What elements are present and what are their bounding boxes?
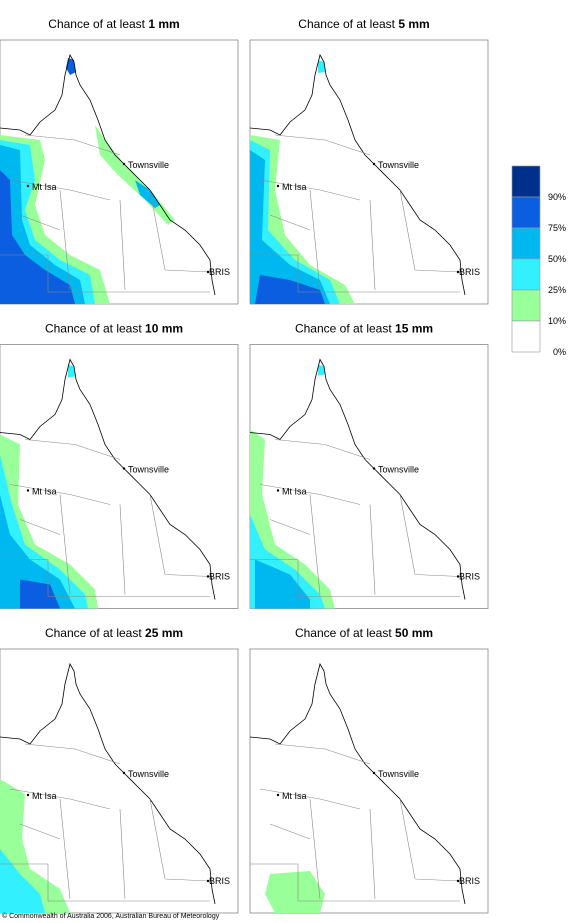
- map-panel: Chance of at least 5 mm Townsville Mt Isa B…: [249, 17, 489, 305]
- place-label: Mt Isa: [32, 487, 57, 497]
- place-label: Mt Isa: [32, 182, 57, 192]
- title-prefix: Chance of at least: [295, 322, 395, 336]
- place-label: Townsville: [378, 160, 419, 170]
- rain-area: [0, 849, 45, 913]
- rain-areas: [265, 871, 325, 913]
- place-label: Townsville: [128, 465, 169, 475]
- rain-area: [255, 559, 310, 609]
- place-dot: [456, 270, 460, 274]
- place-dot: [276, 489, 280, 492]
- panel-title: Chance of at least 5 mm: [298, 17, 429, 31]
- map-panel: Chance of at least 25 mm Townsville Mt Isa…: [0, 626, 239, 914]
- title-amount: 10 mm: [145, 322, 183, 336]
- place-dot: [206, 879, 210, 883]
- panel-title: Chance of at least 25 mm: [45, 626, 183, 640]
- legend-swatch: [511, 258, 541, 291]
- place-label: Mt Isa: [32, 791, 57, 801]
- legend-label: 50%: [548, 254, 566, 264]
- place-dot: [456, 879, 460, 883]
- place-dot: [206, 270, 210, 274]
- place-label: BRIS: [459, 267, 480, 277]
- legend-label: 90%: [548, 192, 566, 202]
- title-amount: 50 mm: [395, 626, 433, 640]
- rain-area: [0, 170, 75, 304]
- map-panel: Chance of at least 1 mm Townsville Mt Isa B…: [0, 17, 239, 305]
- map-panel: Chance of at least 50 mm Townsville Mt Isa…: [249, 626, 489, 914]
- title-prefix: Chance of at least: [45, 322, 145, 336]
- map-panel: Chance of at least 15 mm Townsville Mt Isa…: [249, 322, 489, 609]
- map-panel: Chance of at least 10 mm Townsville Mt Isa…: [0, 322, 239, 609]
- footer: © Commonwealth of Australia 2006, Austra…: [2, 912, 220, 920]
- place-dot: [122, 771, 126, 775]
- title-amount: 5 mm: [398, 17, 429, 31]
- rain-area: [265, 871, 325, 913]
- panel-title: Chance of at least 50 mm: [295, 626, 433, 640]
- legend-swatch: [511, 165, 541, 198]
- rain-areas: [250, 60, 355, 304]
- place-label: BRIS: [209, 267, 230, 277]
- place-dot: [372, 162, 376, 166]
- legend-swatch: [511, 289, 541, 322]
- title-amount: 15 mm: [395, 322, 433, 336]
- place-label: Mt Isa: [282, 791, 307, 801]
- title-prefix: Chance of at least: [48, 17, 148, 31]
- rain-area: [0, 494, 75, 609]
- place-dot: [276, 184, 280, 188]
- legend-label: 75%: [548, 223, 566, 233]
- place-dot: [26, 184, 30, 188]
- title-amount: 25 mm: [145, 626, 183, 640]
- panel-title: Chance of at least 15 mm: [295, 322, 433, 336]
- title-prefix: Chance of at least: [295, 626, 395, 640]
- legend-swatch: [511, 196, 541, 229]
- place-label: Townsville: [378, 465, 419, 475]
- place-dot: [26, 489, 30, 492]
- legend-label: 0%: [553, 347, 566, 357]
- title-prefix: Chance of at least: [45, 626, 145, 640]
- rain-areas: [0, 779, 70, 913]
- rain-area: [135, 180, 160, 208]
- rain-area: [68, 364, 75, 378]
- rain-area: [20, 579, 60, 609]
- rain-area: [255, 275, 325, 304]
- place-label: BRIS: [459, 876, 480, 886]
- place-dot: [276, 793, 280, 797]
- place-dot: [122, 162, 126, 166]
- title-amount: 1 mm: [148, 17, 179, 31]
- legend-label: 10%: [548, 316, 566, 326]
- rain-area: [250, 150, 330, 304]
- place-dot: [456, 575, 460, 578]
- place-dot: [206, 575, 210, 578]
- place-dot: [372, 771, 376, 775]
- panel-title: Chance of at least 1 mm: [48, 17, 179, 31]
- place-label: Mt Isa: [282, 182, 307, 192]
- place-label: Townsville: [128, 769, 169, 779]
- place-label: BRIS: [209, 876, 230, 886]
- title-prefix: Chance of at least: [298, 17, 398, 31]
- place-dot: [122, 467, 126, 470]
- place-dot: [26, 793, 30, 797]
- rain-area: [318, 364, 325, 376]
- legend-swatch: [511, 320, 541, 353]
- place-dot: [372, 467, 376, 470]
- place-label: Townsville: [378, 769, 419, 779]
- legend-swatch: [511, 227, 541, 260]
- map-frame: [249, 648, 489, 914]
- rain-area: [318, 60, 325, 73]
- rain-areas: [250, 364, 335, 609]
- place-label: Townsville: [128, 160, 169, 170]
- place-label: BRIS: [459, 572, 480, 582]
- panel-title: Chance of at least 10 mm: [45, 322, 183, 336]
- legend: 90% 75% 50% 25% 10% 0%: [511, 165, 566, 357]
- place-label: Mt Isa: [282, 487, 307, 497]
- place-label: BRIS: [209, 572, 230, 582]
- map-frame: [0, 648, 239, 914]
- legend-label: 25%: [548, 285, 566, 295]
- rain-areas: [0, 364, 98, 609]
